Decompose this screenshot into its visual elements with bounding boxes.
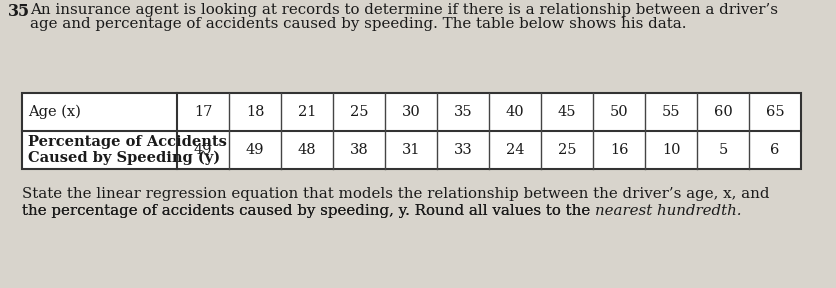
Text: Age (x): Age (x) — [28, 105, 81, 119]
Text: 30: 30 — [401, 105, 421, 119]
Text: 33: 33 — [454, 143, 472, 157]
Text: 25: 25 — [349, 105, 368, 119]
Text: 18: 18 — [246, 105, 264, 119]
Text: 16: 16 — [609, 143, 628, 157]
Text: Percentage of Accidents: Percentage of Accidents — [28, 135, 227, 149]
Text: 60: 60 — [714, 105, 732, 119]
Text: 50: 50 — [609, 105, 629, 119]
Text: nearest hundredth.: nearest hundredth. — [595, 204, 742, 218]
Text: 40: 40 — [506, 105, 524, 119]
Text: An insurance agent is looking at records to determine if there is a relationship: An insurance agent is looking at records… — [30, 3, 778, 17]
Text: 38: 38 — [349, 143, 369, 157]
Text: 31: 31 — [402, 143, 421, 157]
Bar — [22, 93, 801, 169]
Text: 5: 5 — [718, 143, 727, 157]
Text: 45: 45 — [558, 105, 576, 119]
Text: 17: 17 — [194, 105, 212, 119]
Text: 35: 35 — [8, 3, 30, 20]
Text: age and percentage of accidents caused by speeding. The table below shows his da: age and percentage of accidents caused b… — [30, 17, 686, 31]
Text: 49: 49 — [194, 143, 212, 157]
Text: 6: 6 — [770, 143, 780, 157]
Text: 49: 49 — [246, 143, 264, 157]
Text: the percentage of accidents caused by speeding, y. Round all values to the: the percentage of accidents caused by sp… — [22, 204, 595, 218]
Text: 55: 55 — [662, 105, 681, 119]
Text: 21: 21 — [298, 105, 316, 119]
Text: 48: 48 — [298, 143, 316, 157]
Text: 24: 24 — [506, 143, 524, 157]
Text: 65: 65 — [766, 105, 784, 119]
Bar — [22, 93, 801, 169]
Text: 25: 25 — [558, 143, 576, 157]
Text: State the linear regression equation that models the relationship between the dr: State the linear regression equation tha… — [22, 187, 769, 201]
Text: Caused by Speeding (y): Caused by Speeding (y) — [28, 151, 220, 165]
Text: the percentage of accidents caused by speeding, y. Round all values to the: the percentage of accidents caused by sp… — [22, 204, 595, 218]
Text: 35: 35 — [454, 105, 472, 119]
Text: 10: 10 — [662, 143, 681, 157]
